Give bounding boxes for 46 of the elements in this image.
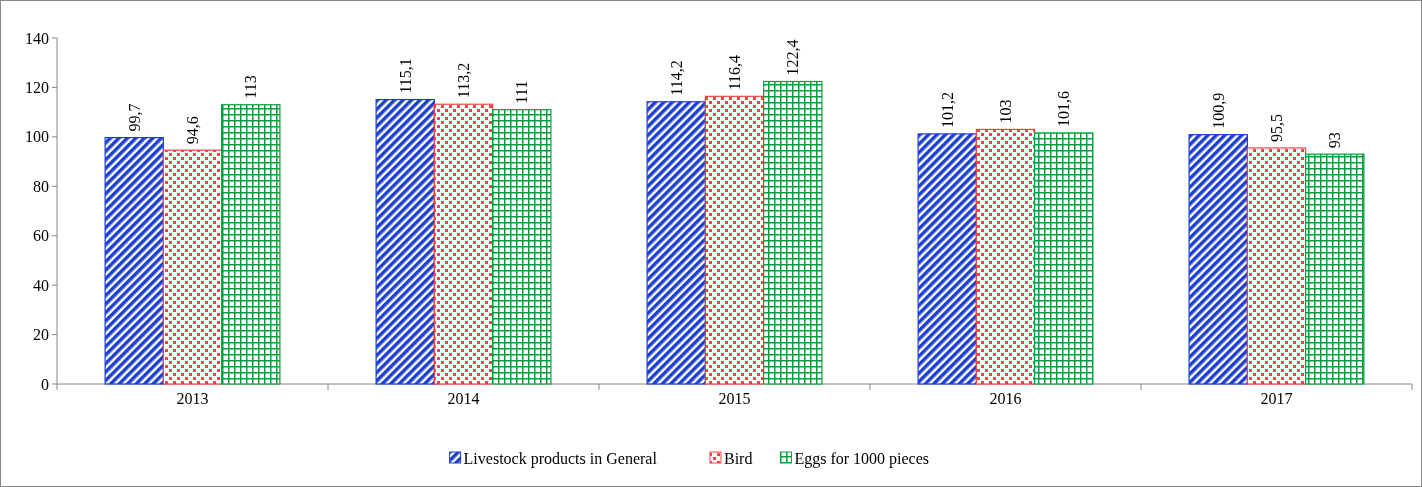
y-tick-label: 0	[41, 375, 49, 393]
data-label: 99,7	[125, 103, 143, 132]
bar	[1034, 132, 1094, 385]
bar	[1188, 134, 1248, 385]
bar	[104, 137, 164, 385]
y-tick-label: 100	[25, 128, 49, 146]
bar	[763, 80, 823, 385]
bar	[1305, 153, 1365, 385]
data-label: 94,6	[184, 116, 202, 145]
data-label: 115,1	[396, 58, 414, 94]
x-tick-label: 2015	[718, 390, 751, 407]
data-label: 122,4	[784, 39, 802, 76]
bar	[1246, 147, 1307, 385]
bar	[221, 104, 281, 385]
bar	[917, 133, 977, 385]
legend-label: Livestock products in General	[463, 449, 658, 468]
data-label: 101,6	[1055, 90, 1073, 127]
y-tick-label: 140	[25, 29, 49, 47]
bar	[704, 95, 765, 385]
x-tick-label: 2017	[1260, 390, 1293, 407]
x-tick-label: 2016	[989, 390, 1022, 407]
legend-label: Eggs for 1000 pieces	[794, 449, 930, 468]
data-label: 114,2	[667, 60, 685, 96]
legend-label: Bird	[724, 449, 753, 467]
y-tick-label: 60	[33, 227, 49, 245]
bar	[492, 109, 552, 385]
x-tick-label: 2013	[176, 390, 209, 407]
y-tick-label: 120	[25, 79, 49, 97]
data-label: 101,2	[938, 91, 956, 128]
bar	[646, 101, 706, 385]
bar	[162, 149, 223, 385]
x-tick-label: 2014	[447, 390, 480, 407]
y-tick-label: 80	[33, 177, 49, 195]
bar	[433, 103, 494, 385]
data-label: 113,2	[455, 62, 473, 99]
bar	[975, 128, 1036, 385]
y-tick-label: 20	[33, 326, 49, 344]
data-label: 100,9	[1209, 92, 1227, 129]
data-label: 95,5	[1268, 113, 1286, 142]
data-label: 93	[1326, 132, 1344, 149]
y-tick-label: 40	[33, 276, 49, 294]
data-label: 103	[997, 99, 1015, 124]
bar	[375, 98, 435, 385]
data-label: 111	[513, 80, 531, 104]
data-label: 113	[242, 75, 260, 99]
data-label: 116,4	[726, 54, 744, 91]
